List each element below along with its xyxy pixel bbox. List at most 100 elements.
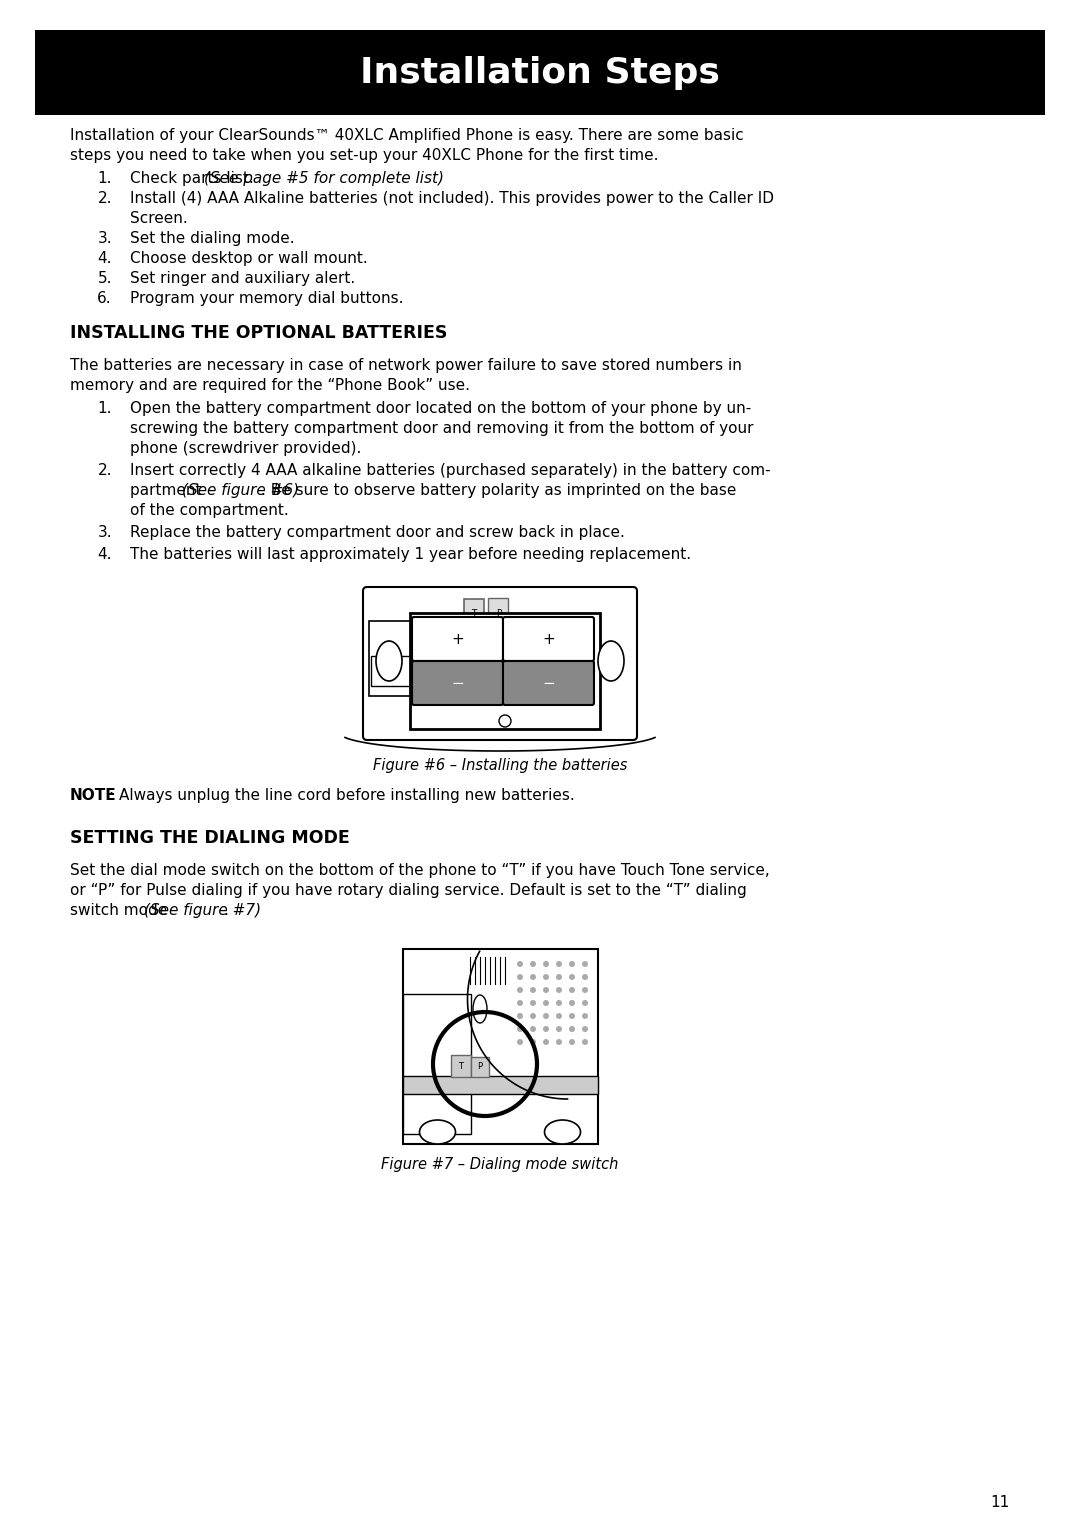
Text: 5.: 5. — [97, 271, 112, 286]
Text: or “P” for Pulse dialing if you have rotary dialing service. Default is set to t: or “P” for Pulse dialing if you have rot… — [70, 882, 746, 898]
Text: +: + — [542, 631, 555, 647]
Circle shape — [556, 1026, 562, 1033]
Text: phone (screwdriver provided).: phone (screwdriver provided). — [130, 441, 362, 457]
Text: Set the dialing mode.: Set the dialing mode. — [130, 231, 295, 247]
Text: 3.: 3. — [97, 231, 112, 247]
Text: −: − — [451, 676, 464, 691]
Text: screwing the battery compartment door and removing it from the bottom of your: screwing the battery compartment door an… — [130, 421, 754, 437]
FancyBboxPatch shape — [503, 617, 594, 660]
Text: The batteries will last approximately 1 year before needing replacement.: The batteries will last approximately 1 … — [130, 547, 691, 562]
Text: switch mode: switch mode — [70, 902, 172, 918]
Circle shape — [556, 974, 562, 980]
Circle shape — [556, 1000, 562, 1007]
Text: Program your memory dial buttons.: Program your memory dial buttons. — [130, 291, 404, 306]
Bar — [464, 599, 484, 620]
Text: Open the battery compartment door located on the bottom of your phone by un-: Open the battery compartment door locate… — [130, 401, 752, 417]
Text: 6.: 6. — [97, 291, 112, 306]
FancyBboxPatch shape — [363, 587, 637, 740]
Text: (See figure #6): (See figure #6) — [183, 483, 299, 498]
Text: +: + — [451, 631, 464, 647]
Text: Set the dial mode switch on the bottom of the phone to “T” if you have Touch Ton: Set the dial mode switch on the bottom o… — [70, 863, 770, 878]
Circle shape — [582, 974, 588, 980]
Text: 2.: 2. — [97, 463, 112, 478]
Circle shape — [530, 1013, 536, 1019]
Text: Install (4) AAA Alkaline batteries (not included). This provides power to the Ca: Install (4) AAA Alkaline batteries (not … — [130, 192, 774, 205]
Circle shape — [543, 1026, 549, 1033]
Text: Screen.: Screen. — [130, 211, 188, 227]
Bar — [410, 613, 600, 729]
Circle shape — [569, 974, 575, 980]
Circle shape — [530, 974, 536, 980]
Bar — [35, 31, 1045, 115]
Text: 4.: 4. — [97, 547, 112, 562]
Text: NOTE: NOTE — [70, 787, 117, 803]
Text: Figure #6 – Installing the batteries: Figure #6 – Installing the batteries — [373, 758, 627, 774]
FancyBboxPatch shape — [451, 1056, 471, 1077]
Circle shape — [582, 1000, 588, 1007]
Circle shape — [517, 1000, 523, 1007]
Circle shape — [556, 1039, 562, 1045]
Circle shape — [530, 961, 536, 967]
Circle shape — [543, 987, 549, 993]
Ellipse shape — [598, 640, 624, 682]
Text: Installation Steps: Installation Steps — [360, 55, 720, 89]
Circle shape — [569, 1039, 575, 1045]
Text: Choose desktop or wall mount.: Choose desktop or wall mount. — [130, 251, 368, 267]
Circle shape — [530, 1039, 536, 1045]
Circle shape — [530, 987, 536, 993]
Text: INSTALLING THE OPTIONAL BATTERIES: INSTALLING THE OPTIONAL BATTERIES — [70, 323, 447, 342]
Circle shape — [517, 987, 523, 993]
FancyBboxPatch shape — [488, 597, 508, 622]
Circle shape — [543, 1013, 549, 1019]
Text: Installation of your ClearSounds™ 40XLC Amplified Phone is easy. There are some : Installation of your ClearSounds™ 40XLC … — [70, 129, 744, 142]
Circle shape — [517, 1039, 523, 1045]
Text: −: − — [542, 676, 555, 691]
Text: Check parts list.: Check parts list. — [130, 172, 258, 185]
Text: partment: partment — [130, 483, 206, 498]
FancyBboxPatch shape — [503, 660, 594, 705]
Circle shape — [517, 961, 523, 967]
Bar — [403, 1075, 597, 1094]
FancyBboxPatch shape — [411, 617, 503, 660]
Ellipse shape — [473, 994, 487, 1023]
Circle shape — [556, 961, 562, 967]
Text: (See figure #7): (See figure #7) — [144, 902, 261, 918]
FancyBboxPatch shape — [411, 660, 503, 705]
Text: 11: 11 — [990, 1495, 1010, 1511]
Circle shape — [569, 1013, 575, 1019]
Circle shape — [556, 1013, 562, 1019]
Text: (See page #5 for complete list): (See page #5 for complete list) — [204, 172, 444, 185]
Text: 2.: 2. — [97, 192, 112, 205]
Circle shape — [569, 961, 575, 967]
Bar — [403, 948, 597, 1144]
Circle shape — [582, 1026, 588, 1033]
Circle shape — [569, 987, 575, 993]
Text: : Always unplug the line cord before installing new batteries.: : Always unplug the line cord before ins… — [109, 787, 575, 803]
Circle shape — [517, 974, 523, 980]
Bar — [403, 994, 471, 1134]
Circle shape — [530, 1026, 536, 1033]
Text: . Be sure to observe battery polarity as imprinted on the base: . Be sure to observe battery polarity as… — [261, 483, 737, 498]
Text: T: T — [471, 610, 476, 617]
Text: 1.: 1. — [97, 401, 112, 417]
Text: steps you need to take when you set-up your 40XLC Phone for the first time.: steps you need to take when you set-up y… — [70, 149, 659, 162]
Text: Figure #7 – Dialing mode switch: Figure #7 – Dialing mode switch — [381, 1157, 619, 1172]
Ellipse shape — [376, 640, 402, 682]
Text: 1.: 1. — [97, 172, 112, 185]
Ellipse shape — [544, 1120, 581, 1144]
Ellipse shape — [419, 1120, 456, 1144]
FancyBboxPatch shape — [471, 1057, 489, 1077]
Circle shape — [543, 1000, 549, 1007]
Text: memory and are required for the “Phone Book” use.: memory and are required for the “Phone B… — [70, 378, 470, 394]
Text: The batteries are necessary in case of network power failure to save stored numb: The batteries are necessary in case of n… — [70, 358, 742, 372]
Circle shape — [517, 1013, 523, 1019]
Circle shape — [582, 987, 588, 993]
Text: Insert correctly 4 AAA alkaline batteries (purchased separately) in the battery : Insert correctly 4 AAA alkaline batterie… — [130, 463, 771, 478]
Text: Set ringer and auxiliary alert.: Set ringer and auxiliary alert. — [130, 271, 355, 286]
Text: of the compartment.: of the compartment. — [130, 502, 288, 518]
Circle shape — [517, 1026, 523, 1033]
Circle shape — [582, 961, 588, 967]
Text: T: T — [459, 1062, 463, 1071]
Text: 3.: 3. — [97, 525, 112, 539]
Circle shape — [556, 987, 562, 993]
